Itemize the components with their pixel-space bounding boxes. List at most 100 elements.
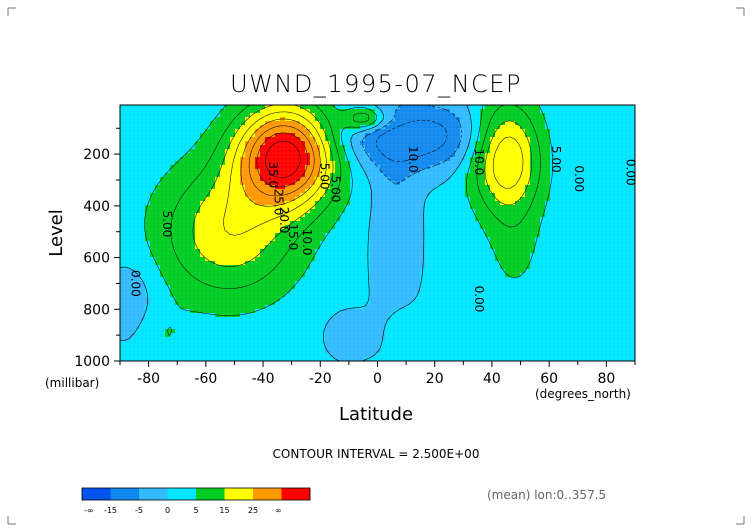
field-cell <box>325 149 331 154</box>
field-cell <box>280 109 286 114</box>
field-cell <box>285 145 291 150</box>
field-cell <box>365 209 371 214</box>
field-cell <box>590 149 596 154</box>
field-cell <box>260 193 266 198</box>
field-cell <box>355 233 361 238</box>
field-cell <box>240 113 246 118</box>
field-cell <box>335 213 341 218</box>
field-cell <box>570 217 576 222</box>
field-cell <box>200 133 206 138</box>
field-cell <box>425 109 431 114</box>
field-cell <box>370 149 376 154</box>
field-cell <box>315 285 321 290</box>
field-cell <box>140 181 146 186</box>
field-cell <box>605 189 611 194</box>
field-cell <box>230 221 236 226</box>
field-cell <box>590 185 596 190</box>
field-cell <box>275 281 281 286</box>
field-cell <box>360 277 366 282</box>
field-cell <box>515 197 521 202</box>
field-cell <box>270 281 276 286</box>
field-cell <box>275 245 281 250</box>
field-cell <box>410 213 416 218</box>
field-cell <box>455 209 461 214</box>
field-cell <box>200 157 206 162</box>
field-cell <box>390 149 396 154</box>
field-cell <box>600 213 606 218</box>
field-cell <box>140 145 146 150</box>
field-cell <box>545 257 551 262</box>
field-cell <box>585 249 591 254</box>
field-cell <box>255 193 261 198</box>
field-cell <box>460 221 466 226</box>
field-cell <box>370 121 376 126</box>
field-cell <box>285 241 291 246</box>
field-cell <box>560 237 566 242</box>
field-cell <box>225 237 231 242</box>
field-cell <box>450 121 456 126</box>
field-cell <box>245 197 251 202</box>
field-cell <box>125 117 131 122</box>
field-cell <box>150 213 156 218</box>
field-cell <box>325 229 331 234</box>
field-cell <box>320 161 326 166</box>
field-cell <box>350 285 356 290</box>
field-cell <box>600 141 606 146</box>
field-cell <box>455 281 461 286</box>
field-cell <box>150 121 156 126</box>
field-cell <box>620 245 626 250</box>
field-cell <box>235 153 241 158</box>
field-cell <box>450 165 456 170</box>
field-cell <box>515 257 521 262</box>
field-cell <box>500 225 506 230</box>
field-cell <box>245 205 251 210</box>
field-cell <box>180 185 186 190</box>
field-cell <box>315 133 321 138</box>
field-cell <box>490 153 496 158</box>
field-cell <box>150 145 156 150</box>
field-cell <box>280 293 286 298</box>
field-cell <box>210 141 216 146</box>
field-cell <box>580 205 586 210</box>
field-cell <box>160 245 166 250</box>
field-cell <box>170 117 176 122</box>
field-cell <box>500 209 506 214</box>
field-cell <box>550 245 556 250</box>
field-cell <box>445 189 451 194</box>
field-cell <box>165 225 171 230</box>
field-cell <box>430 237 436 242</box>
field-cell <box>505 117 511 122</box>
field-cell <box>605 273 611 278</box>
field-cell <box>365 237 371 242</box>
field-cell <box>335 189 341 194</box>
field-cell <box>255 185 261 190</box>
field-cell <box>240 281 246 286</box>
field-cell <box>230 177 236 182</box>
field-cell <box>250 157 256 162</box>
field-cell <box>430 209 436 214</box>
field-cell <box>530 245 536 250</box>
field-cell <box>445 109 451 114</box>
field-cell <box>545 217 551 222</box>
field-cell <box>355 109 361 114</box>
field-cell <box>545 261 551 266</box>
field-cell <box>600 157 606 162</box>
field-cell <box>135 189 141 194</box>
field-cell <box>350 281 356 286</box>
field-cell <box>345 189 351 194</box>
field-cell <box>375 205 381 210</box>
field-cell <box>410 293 416 298</box>
field-cell <box>320 237 326 242</box>
field-cell <box>220 249 226 254</box>
field-cell <box>390 289 396 294</box>
field-cell <box>420 281 426 286</box>
field-cell <box>220 289 226 294</box>
field-cell <box>425 221 431 226</box>
field-cell <box>335 205 341 210</box>
field-cell <box>310 121 316 126</box>
field-cell <box>450 245 456 250</box>
field-cell <box>270 293 276 298</box>
field-cell <box>515 249 521 254</box>
field-cell <box>315 261 321 266</box>
field-cell <box>620 269 626 274</box>
